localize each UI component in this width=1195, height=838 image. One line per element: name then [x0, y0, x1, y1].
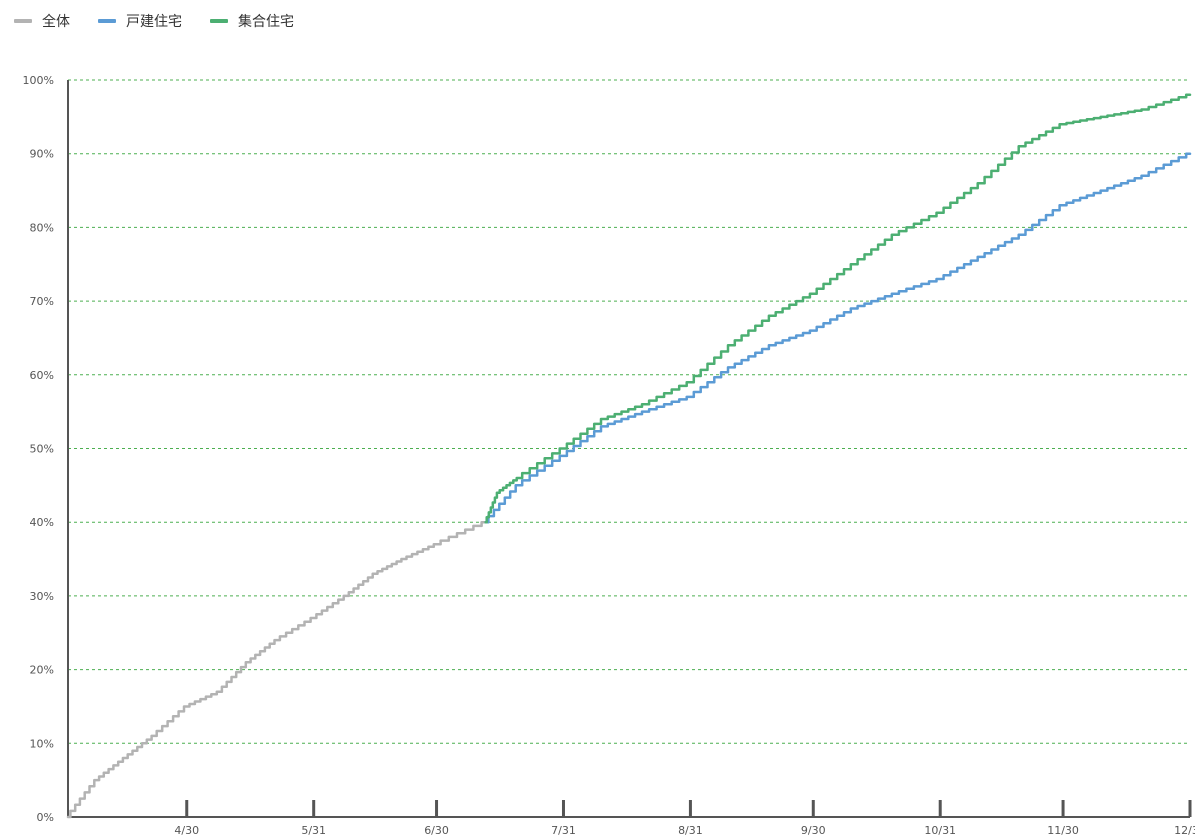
legend-item-all[interactable]: 全体 [14, 11, 70, 31]
legend-label-apartment: 集合住宅 [238, 14, 294, 30]
y-tick-label: 20% [30, 664, 54, 677]
x-tick-label: 5/31 [301, 824, 326, 837]
y-tick-label: 50% [30, 443, 54, 456]
legend-label-all: 全体 [42, 14, 70, 30]
y-tick-label: 100% [23, 74, 54, 87]
legend-swatch-detached [98, 19, 116, 23]
x-tick-label: 6/30 [424, 824, 449, 837]
x-tick-label: 4/30 [174, 824, 199, 837]
x-tick-label: 9/30 [801, 824, 826, 837]
y-tick-label: 30% [30, 590, 54, 603]
x-tick-mark [435, 800, 439, 817]
x-tick-label: 10/31 [924, 824, 956, 837]
x-tick-mark [561, 800, 565, 817]
x-tick-mark [1188, 800, 1192, 817]
x-tick-label: 8/31 [678, 824, 703, 837]
legend-swatch-apartment [210, 19, 228, 23]
legend-label-detached: 戸建住宅 [126, 14, 182, 30]
series-line-apartment [484, 93, 1192, 524]
x-tick-mark [938, 800, 942, 817]
legend-swatch-all [14, 19, 32, 23]
chart-legend: 全体 戸建住宅 集合住宅 [14, 8, 322, 34]
legend-item-apartment[interactable]: 集合住宅 [210, 11, 294, 31]
y-tick-label: 10% [30, 737, 54, 750]
y-tick-label: 60% [30, 369, 54, 382]
x-tick-label: 12/31 [1174, 824, 1195, 837]
y-tick-label: 70% [30, 295, 54, 308]
x-tick-label: 11/30 [1047, 824, 1079, 837]
y-tick-label: 0% [37, 811, 54, 824]
series-line-detached [484, 152, 1192, 524]
y-tick-label: 90% [30, 148, 54, 161]
x-tick-mark [1061, 800, 1065, 817]
legend-item-detached[interactable]: 戸建住宅 [98, 11, 182, 31]
x-tick-mark [185, 800, 189, 817]
series-line-all [66, 520, 487, 819]
x-tick-label: 7/31 [551, 824, 576, 837]
x-tick-mark [688, 800, 692, 817]
x-tick-mark [312, 800, 316, 817]
y-tick-label: 80% [30, 221, 54, 234]
x-tick-mark [811, 800, 815, 817]
y-tick-label: 40% [30, 516, 54, 529]
